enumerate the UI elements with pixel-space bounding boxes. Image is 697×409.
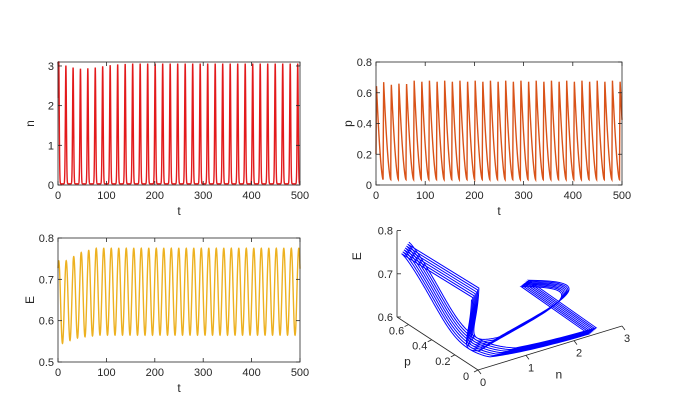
p-tick [450,354,456,358]
x-axis-label: t [177,381,181,395]
p-tick [473,369,479,373]
y-tick-label: 1 [48,140,54,152]
n-tick [573,340,578,345]
y-axis-label: n [23,120,37,127]
series-line-n [57,61,301,185]
p-tick-label: 0.2 [435,356,450,368]
axes-box [57,61,301,186]
y-tick-label: 3 [48,61,54,73]
p-tick [404,324,409,327]
p-tick [427,339,432,343]
x-axis-label: t [497,204,501,218]
E-tick-label: 0.8 [378,226,393,238]
x-tick-label: 100 [97,190,115,202]
subplot-n-vs-t: 0 100 200 300 400 500 0 1 2 3 t n [23,61,309,218]
x-tick-label: 0 [55,367,61,379]
x-tick-label: 200 [146,367,164,379]
n-tick [477,369,482,375]
x-tick-label: 300 [514,190,532,202]
axes-box [57,237,301,363]
y-tick-label: 0.4 [357,119,372,131]
subplot-p-vs-t: 0 100 200 300 400 500 0 0.2 0.4 0.6 0.8 t p [341,57,631,218]
x-tick-label: 500 [613,190,631,202]
y-tick-label: 0.8 [39,233,54,245]
y-tick-label: 0.6 [39,316,54,328]
p-axis-label: p [404,355,411,369]
y-axis-label: E [23,296,37,304]
n-tick-label: 2 [576,348,582,360]
series-line-p [375,80,623,183]
x-tick-label: 300 [194,367,212,379]
subplot-E-vs-t: 0 100 200 300 400 500 0.5 0.6 0.7 0.8 t E [23,233,309,395]
x-tick-label: 0 [373,190,379,202]
x-tick-label: 100 [416,190,434,202]
x-tick-label: 500 [291,367,309,379]
y-tick-label: 0.5 [39,357,54,369]
x-tick-label: 200 [146,190,164,202]
n-axis [477,325,623,371]
p-tick-label: 0.4 [412,341,427,353]
n-tick [621,325,626,331]
y-tick-label: 0.7 [39,274,54,286]
y-axis-label: p [341,120,355,127]
series-line-E [57,247,301,345]
p-tick-label: 0 [463,371,469,383]
y-tick-label: 0 [48,180,54,192]
y-tick-label: 0.6 [357,88,372,100]
x-tick-label: 100 [97,367,115,379]
x-tick-label: 400 [564,190,582,202]
p-axis [396,316,479,371]
y-tick-label: 2 [48,101,54,113]
y-tick-label: 0 [366,180,372,192]
x-tick-label: 400 [242,367,260,379]
E-axis-label: E [350,252,364,260]
n-axis-label: n [555,368,562,382]
series-line-phase [401,241,598,358]
y-tick-label: 0.2 [357,149,372,161]
E-tick-label: 0.7 [378,269,393,281]
y-tick-label: 0.8 [357,57,372,69]
x-tick-label: 0 [55,190,61,202]
x-tick-label: 200 [465,190,483,202]
n-tick [525,355,530,360]
n-tick-label: 0 [480,377,486,389]
x-tick-label: 300 [194,190,212,202]
p-tick-label: 0.6 [389,326,404,338]
subplot-phase-3d: 0 1 2 3 0 0.2 0.4 0.6 0.6 0.7 0.8 n p E [350,226,630,389]
x-tick-label: 400 [242,190,260,202]
n-tick-label: 3 [624,333,630,345]
E-tick-label: 0.6 [378,312,393,324]
n-tick-label: 1 [528,362,534,374]
x-tick-label: 500 [291,190,309,202]
x-axis-label: t [177,204,181,218]
